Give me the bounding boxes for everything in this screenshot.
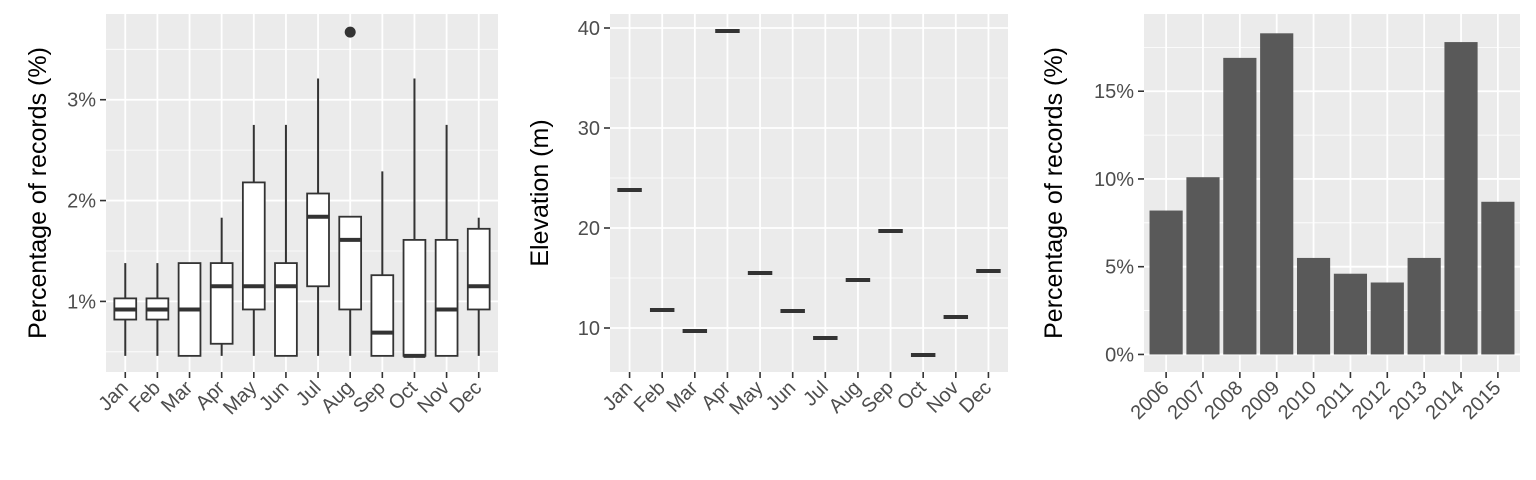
x-tick-label: 2012 — [1348, 377, 1395, 424]
x-tick-label: Aug — [317, 377, 358, 418]
y-tick-label: 30 — [578, 118, 600, 140]
x-tick-label: Jan — [94, 377, 132, 415]
monthly-percentage-boxplot: 1%2%3%JanFebMarAprMayJunJulAugSepOctNovD… — [24, 14, 498, 419]
outlier-point — [344, 26, 356, 38]
y-tick-label: 2% — [67, 191, 96, 213]
bar — [1333, 273, 1368, 355]
box — [241, 181, 266, 311]
y-tick-label: 10% — [1094, 169, 1134, 191]
box — [209, 262, 234, 345]
x-tick-label: 2013 — [1385, 377, 1432, 424]
elevation-marks — [617, 29, 1001, 357]
x-tick-label: 2015 — [1458, 377, 1505, 424]
x-tick-label: Mar — [157, 377, 197, 417]
x-tick-label: Feb — [125, 377, 165, 417]
box-marks — [113, 26, 491, 358]
x-tick-label: Aug — [825, 377, 866, 418]
x-tick-label: Dec — [446, 377, 487, 418]
y-tick-label: 15% — [1094, 81, 1134, 103]
x-tick-label: Sep — [349, 377, 390, 418]
bar — [1407, 257, 1441, 355]
x-tick-label: Feb — [630, 377, 670, 417]
y-tick-label: 1% — [67, 291, 96, 313]
x-tick-label: Dec — [955, 377, 996, 418]
x-tick-label: Jun — [762, 377, 800, 415]
box — [466, 227, 491, 311]
y-tick-label: 5% — [1105, 257, 1134, 279]
x-tick-label: 2010 — [1274, 377, 1321, 424]
bar — [1186, 177, 1220, 355]
box — [402, 238, 427, 357]
bar — [1149, 210, 1183, 355]
bar — [1481, 201, 1515, 355]
box — [274, 262, 298, 357]
bar — [1444, 42, 1478, 355]
x-tick-label: 2009 — [1237, 377, 1284, 424]
bar — [1296, 257, 1331, 355]
x-tick-label: 2008 — [1200, 377, 1247, 424]
box — [338, 215, 363, 311]
y-tick-label: 20 — [578, 218, 600, 240]
x-tick-label: May — [725, 377, 767, 419]
x-tick-label: Jun — [255, 377, 293, 415]
box — [370, 274, 395, 357]
y-tick-label: 0% — [1105, 344, 1134, 366]
monthly-elevation-plot: 10203040JanFebMarAprMayJunJulAugSepOctNo… — [526, 14, 1008, 419]
y-tick-label: 3% — [67, 90, 96, 112]
y-tick-label: 10 — [578, 318, 600, 340]
y-axis-title: Percentage of records (%) — [1040, 47, 1068, 339]
yearly-percentage-barchart: 0%5%10%15%200620072008200920102011201220… — [1040, 14, 1520, 424]
x-tick-label: Oct — [384, 377, 422, 415]
x-tick-label: Mar — [662, 377, 702, 417]
y-axis-title: Elevation (m) — [526, 119, 554, 266]
x-tick-label: 2011 — [1312, 377, 1358, 423]
x-tick-label: 2007 — [1163, 377, 1210, 424]
x-tick-label: Sep — [857, 377, 898, 418]
x-tick-label: Nov — [413, 377, 454, 418]
x-tick-label: 2006 — [1127, 377, 1174, 424]
y-axis-title: Percentage of records (%) — [24, 47, 52, 339]
x-tick-label: Oct — [893, 377, 931, 415]
y-tick-label: 40 — [578, 18, 600, 40]
x-tick-label: Nov — [923, 377, 964, 418]
x-tick-label: May — [219, 377, 261, 419]
x-tick-label: 2014 — [1422, 377, 1469, 424]
bar — [1223, 57, 1257, 355]
box — [434, 238, 459, 357]
panel-background — [106, 14, 498, 372]
panel-background — [610, 14, 1008, 372]
x-tick-label: Jan — [599, 377, 637, 415]
bar — [1370, 282, 1404, 355]
bar-marks — [1149, 33, 1515, 355]
gridlines — [610, 14, 1008, 372]
bar — [1260, 33, 1294, 355]
box — [306, 192, 330, 288]
